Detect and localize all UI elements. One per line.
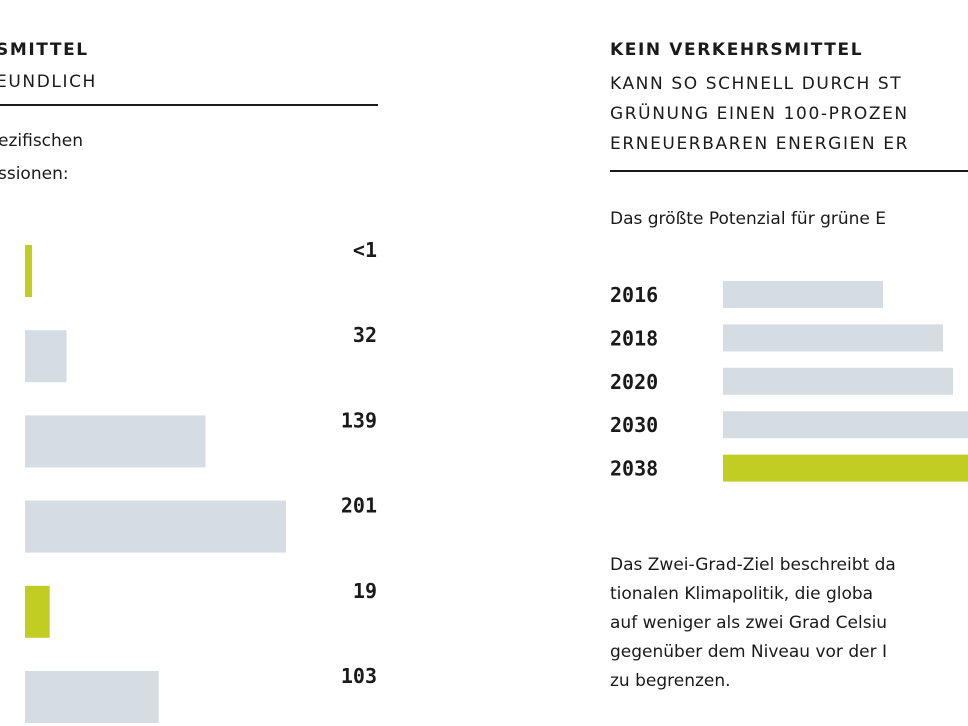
bar-value-label-5: 19 bbox=[353, 579, 377, 603]
bar-5 bbox=[25, 585, 50, 638]
bar-value-label-3: 139 bbox=[341, 408, 377, 432]
bar-1 bbox=[25, 245, 32, 297]
bar-2 bbox=[25, 330, 67, 383]
year-bar-2038 bbox=[723, 454, 968, 482]
left-heading-bold: SMITTEL bbox=[0, 40, 89, 60]
bar-4 bbox=[25, 500, 286, 553]
year-bar-2016 bbox=[723, 281, 883, 308]
right-heading-sub-line-2: GRÜNUNG EINEN 100-PROZEN bbox=[610, 104, 909, 124]
bar-value-label-1: <1 bbox=[353, 238, 377, 262]
left-intro-line-2: ssionen: bbox=[0, 164, 69, 184]
right-paragraph-line-5: zu begrenzen. bbox=[610, 671, 731, 691]
left-bar-chart: <1 32 139 201 19 103 bbox=[25, 238, 377, 723]
right-paragraph-line-2: tionalen Klimapolitik, die globa bbox=[610, 584, 874, 604]
bar-value-label-4: 201 bbox=[341, 494, 377, 518]
right-intro: Das größte Potenzial für grüne E bbox=[610, 209, 887, 229]
bar-6 bbox=[25, 671, 159, 723]
right-heading-sub-line-3: ERNEUERBAREN ENERGIEN ER bbox=[610, 134, 909, 154]
right-divider bbox=[610, 170, 968, 172]
year-label-2038: 2038 bbox=[610, 457, 658, 481]
right-heading-sub-line-1: KANN SO SCHNELL DURCH ST bbox=[610, 74, 903, 94]
right-heading-bold: KEIN VERKEHRSMITTEL bbox=[610, 40, 864, 60]
bar-value-label-2: 32 bbox=[353, 323, 377, 347]
right-paragraph-line-4: gegenüber dem Niveau vor der I bbox=[610, 642, 887, 662]
bar-value-label-6: 103 bbox=[341, 664, 377, 688]
year-label-2030: 2030 bbox=[610, 413, 658, 437]
bar-3 bbox=[25, 415, 206, 468]
left-heading-sub: EUNDLICH bbox=[0, 72, 97, 92]
year-bar-2018 bbox=[723, 324, 943, 352]
year-label-2020: 2020 bbox=[610, 370, 658, 394]
year-bar-2030 bbox=[723, 411, 968, 439]
right-paragraph-line-3: auf weniger als zwei Grad Celsiu bbox=[610, 613, 888, 633]
year-label-2018: 2018 bbox=[610, 326, 658, 350]
right-paragraph-line-1: Das Zwei-Grad-Ziel beschreibt da bbox=[610, 555, 896, 575]
left-intro-line-1: ezifischen bbox=[0, 131, 84, 151]
year-bar-2020 bbox=[723, 367, 953, 395]
left-divider bbox=[0, 104, 378, 106]
year-label-2016: 2016 bbox=[610, 283, 658, 307]
